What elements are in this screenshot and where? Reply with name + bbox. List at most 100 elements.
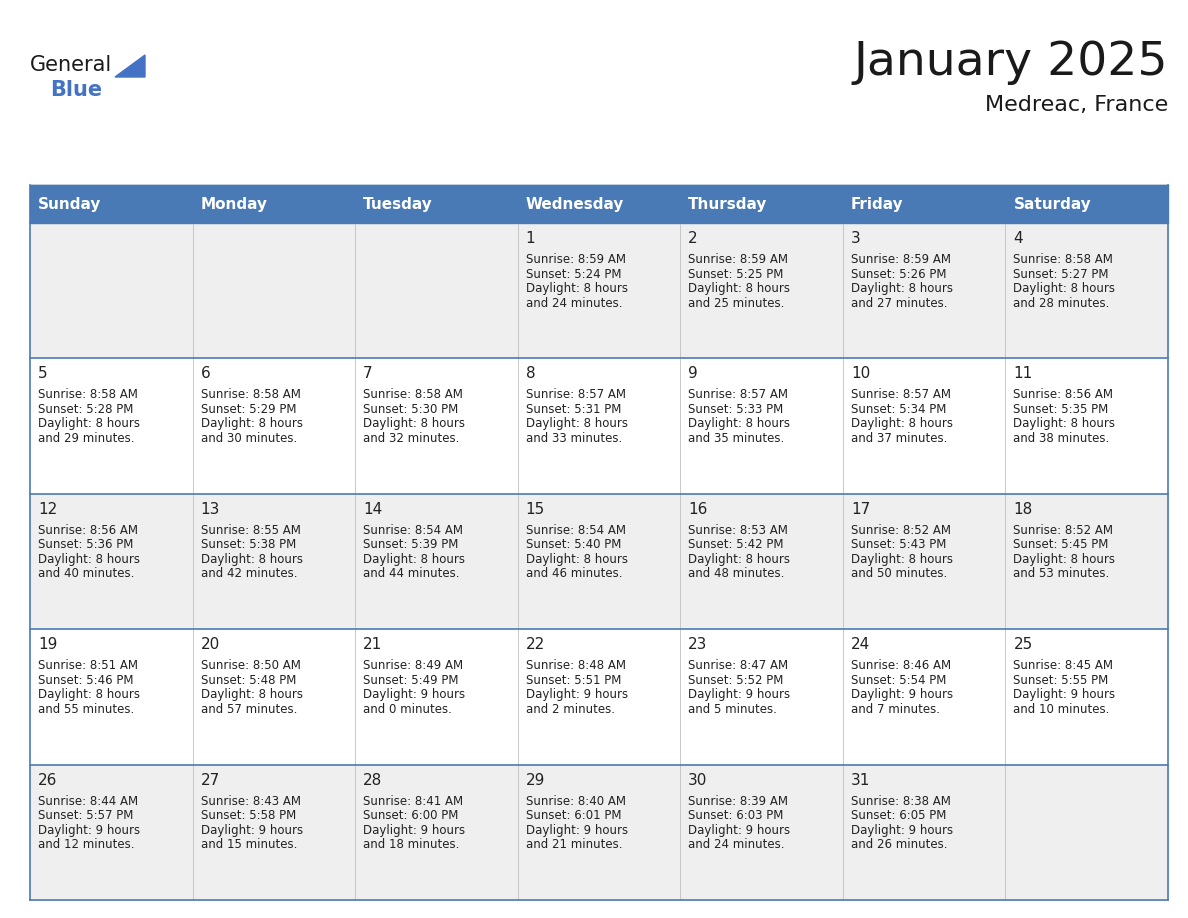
Text: Sunrise: 8:59 AM: Sunrise: 8:59 AM xyxy=(526,253,626,266)
Text: Sunrise: 8:38 AM: Sunrise: 8:38 AM xyxy=(851,795,950,808)
Bar xyxy=(30,223,1168,358)
Text: Monday: Monday xyxy=(201,196,267,211)
Text: Sunrise: 8:43 AM: Sunrise: 8:43 AM xyxy=(201,795,301,808)
Text: Daylight: 8 hours: Daylight: 8 hours xyxy=(201,688,303,701)
Text: Sunset: 5:24 PM: Sunset: 5:24 PM xyxy=(526,267,621,281)
Text: Sunset: 5:49 PM: Sunset: 5:49 PM xyxy=(364,674,459,687)
Text: and 5 minutes.: and 5 minutes. xyxy=(688,702,777,716)
Text: Sunset: 5:57 PM: Sunset: 5:57 PM xyxy=(38,809,133,823)
Text: Sunrise: 8:54 AM: Sunrise: 8:54 AM xyxy=(526,524,626,537)
Polygon shape xyxy=(115,55,145,77)
Text: and 21 minutes.: and 21 minutes. xyxy=(526,838,623,851)
Bar xyxy=(30,185,1168,223)
Text: Sunset: 5:35 PM: Sunset: 5:35 PM xyxy=(1013,403,1108,416)
Text: and 15 minutes.: and 15 minutes. xyxy=(201,838,297,851)
Text: Sunrise: 8:57 AM: Sunrise: 8:57 AM xyxy=(688,388,789,401)
Text: Daylight: 9 hours: Daylight: 9 hours xyxy=(851,688,953,701)
Text: 31: 31 xyxy=(851,773,871,788)
Text: Sunrise: 8:57 AM: Sunrise: 8:57 AM xyxy=(851,388,950,401)
Text: and 29 minutes.: and 29 minutes. xyxy=(38,431,134,445)
Text: 10: 10 xyxy=(851,366,870,381)
Text: Daylight: 9 hours: Daylight: 9 hours xyxy=(364,688,466,701)
Text: and 27 minutes.: and 27 minutes. xyxy=(851,297,947,309)
Text: Daylight: 9 hours: Daylight: 9 hours xyxy=(38,823,140,836)
Text: 15: 15 xyxy=(526,502,545,517)
Text: Sunset: 5:55 PM: Sunset: 5:55 PM xyxy=(1013,674,1108,687)
Text: Sunset: 5:28 PM: Sunset: 5:28 PM xyxy=(38,403,133,416)
Text: and 18 minutes.: and 18 minutes. xyxy=(364,838,460,851)
Text: Daylight: 9 hours: Daylight: 9 hours xyxy=(526,823,627,836)
Text: and 7 minutes.: and 7 minutes. xyxy=(851,702,940,716)
Text: Sunset: 5:58 PM: Sunset: 5:58 PM xyxy=(201,809,296,823)
Text: Sunset: 6:03 PM: Sunset: 6:03 PM xyxy=(688,809,784,823)
Text: 23: 23 xyxy=(688,637,708,652)
Text: Sunrise: 8:46 AM: Sunrise: 8:46 AM xyxy=(851,659,950,672)
Text: Sunset: 5:29 PM: Sunset: 5:29 PM xyxy=(201,403,296,416)
Text: and 53 minutes.: and 53 minutes. xyxy=(1013,567,1110,580)
Text: Daylight: 9 hours: Daylight: 9 hours xyxy=(364,823,466,836)
Text: 7: 7 xyxy=(364,366,373,381)
Text: Sunset: 5:39 PM: Sunset: 5:39 PM xyxy=(364,538,459,552)
Text: and 24 minutes.: and 24 minutes. xyxy=(688,838,785,851)
Text: Sunset: 5:40 PM: Sunset: 5:40 PM xyxy=(526,538,621,552)
Text: Sunset: 5:54 PM: Sunset: 5:54 PM xyxy=(851,674,946,687)
Text: 4: 4 xyxy=(1013,231,1023,246)
Text: Blue: Blue xyxy=(50,80,102,100)
Text: January 2025: January 2025 xyxy=(853,40,1168,85)
Text: Daylight: 9 hours: Daylight: 9 hours xyxy=(1013,688,1116,701)
Text: and 50 minutes.: and 50 minutes. xyxy=(851,567,947,580)
Text: Sunset: 5:48 PM: Sunset: 5:48 PM xyxy=(201,674,296,687)
Text: Sunset: 5:38 PM: Sunset: 5:38 PM xyxy=(201,538,296,552)
Text: 8: 8 xyxy=(526,366,536,381)
Text: Daylight: 8 hours: Daylight: 8 hours xyxy=(526,418,627,431)
Text: Sunrise: 8:41 AM: Sunrise: 8:41 AM xyxy=(364,795,463,808)
Text: and 38 minutes.: and 38 minutes. xyxy=(1013,431,1110,445)
Text: and 35 minutes.: and 35 minutes. xyxy=(688,431,784,445)
Text: 25: 25 xyxy=(1013,637,1032,652)
Text: Sunrise: 8:51 AM: Sunrise: 8:51 AM xyxy=(38,659,138,672)
Text: Sunset: 5:52 PM: Sunset: 5:52 PM xyxy=(688,674,784,687)
Text: Sunrise: 8:55 AM: Sunrise: 8:55 AM xyxy=(201,524,301,537)
Text: and 2 minutes.: and 2 minutes. xyxy=(526,702,614,716)
Text: 1: 1 xyxy=(526,231,536,246)
Text: and 55 minutes.: and 55 minutes. xyxy=(38,702,134,716)
Text: Daylight: 9 hours: Daylight: 9 hours xyxy=(851,823,953,836)
Text: Sunrise: 8:39 AM: Sunrise: 8:39 AM xyxy=(688,795,789,808)
Text: Daylight: 8 hours: Daylight: 8 hours xyxy=(851,282,953,295)
Text: Sunday: Sunday xyxy=(38,196,101,211)
Text: Sunrise: 8:58 AM: Sunrise: 8:58 AM xyxy=(38,388,138,401)
Text: and 26 minutes.: and 26 minutes. xyxy=(851,838,947,851)
Text: 3: 3 xyxy=(851,231,860,246)
Text: Sunrise: 8:58 AM: Sunrise: 8:58 AM xyxy=(201,388,301,401)
Text: Thursday: Thursday xyxy=(688,196,767,211)
Text: 13: 13 xyxy=(201,502,220,517)
Text: Daylight: 8 hours: Daylight: 8 hours xyxy=(526,282,627,295)
Text: Sunset: 5:27 PM: Sunset: 5:27 PM xyxy=(1013,267,1108,281)
Text: Sunrise: 8:53 AM: Sunrise: 8:53 AM xyxy=(688,524,788,537)
Text: 28: 28 xyxy=(364,773,383,788)
Text: and 0 minutes.: and 0 minutes. xyxy=(364,702,451,716)
Text: and 12 minutes.: and 12 minutes. xyxy=(38,838,134,851)
Text: Daylight: 8 hours: Daylight: 8 hours xyxy=(201,418,303,431)
Text: Sunset: 5:43 PM: Sunset: 5:43 PM xyxy=(851,538,946,552)
Text: Sunrise: 8:50 AM: Sunrise: 8:50 AM xyxy=(201,659,301,672)
Text: Sunset: 6:01 PM: Sunset: 6:01 PM xyxy=(526,809,621,823)
Text: Tuesday: Tuesday xyxy=(364,196,432,211)
Text: Sunset: 5:45 PM: Sunset: 5:45 PM xyxy=(1013,538,1108,552)
Text: Daylight: 8 hours: Daylight: 8 hours xyxy=(688,282,790,295)
Text: 11: 11 xyxy=(1013,366,1032,381)
Text: Saturday: Saturday xyxy=(1013,196,1092,211)
Text: Daylight: 8 hours: Daylight: 8 hours xyxy=(38,688,140,701)
Text: Daylight: 8 hours: Daylight: 8 hours xyxy=(688,418,790,431)
Text: 18: 18 xyxy=(1013,502,1032,517)
Text: 12: 12 xyxy=(38,502,57,517)
Text: Sunset: 5:34 PM: Sunset: 5:34 PM xyxy=(851,403,946,416)
Text: Daylight: 8 hours: Daylight: 8 hours xyxy=(1013,282,1116,295)
Text: Daylight: 8 hours: Daylight: 8 hours xyxy=(526,553,627,565)
Text: 26: 26 xyxy=(38,773,57,788)
Text: Daylight: 8 hours: Daylight: 8 hours xyxy=(364,418,466,431)
Text: Medreac, France: Medreac, France xyxy=(985,95,1168,115)
Text: 17: 17 xyxy=(851,502,870,517)
Text: Sunrise: 8:57 AM: Sunrise: 8:57 AM xyxy=(526,388,626,401)
Text: Daylight: 9 hours: Daylight: 9 hours xyxy=(688,688,790,701)
